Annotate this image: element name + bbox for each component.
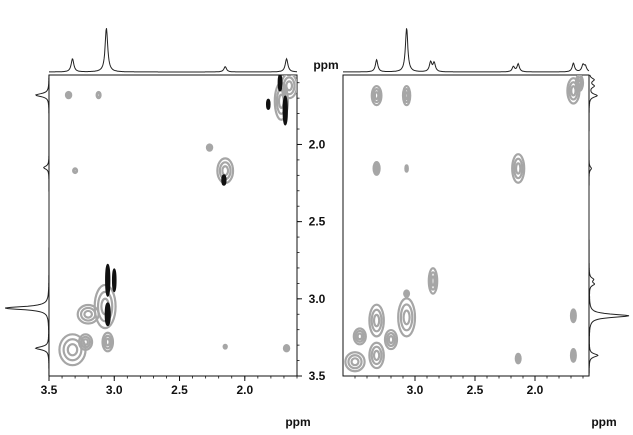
right-positive-contour-8: [403, 289, 411, 298]
left-negative-contour-5: [111, 268, 117, 293]
left-positive-contour-10: [77, 333, 94, 351]
right-positive-contour-16: [569, 347, 577, 363]
left-negative-contour-6: [104, 302, 111, 327]
right-positive-contour-7: [427, 267, 439, 295]
left-y-tick-label: 3.0: [309, 292, 326, 306]
right-x-tick-label: 2.0: [527, 383, 544, 397]
right-x-axis-ticks: 3.0 2.5 2.0: [354, 376, 584, 397]
right-contour-map: [344, 75, 585, 373]
left-y-tick-label: 3.5: [309, 369, 326, 383]
left-negative-contour-4: [105, 263, 111, 297]
left-positive-contour-1: [95, 90, 102, 100]
right-positive-contour-4: [511, 153, 526, 184]
left-positive-contour-5: [205, 143, 214, 152]
right-x-tick-label: 3.0: [407, 383, 424, 397]
left-positive-contour-6: [72, 167, 79, 175]
right-top-projection: [343, 28, 590, 73]
right-positive-contour-0: [370, 84, 383, 107]
right-positive-contour-15: [569, 308, 577, 324]
right-side-projection: [588, 74, 630, 376]
left-positive-contour-11: [101, 331, 115, 353]
right-positive-contour-1: [401, 84, 412, 107]
left-x-tick-label: 3.0: [106, 383, 123, 397]
right-y-axis-unit: ppm: [313, 58, 338, 72]
right-positive-contour-13: [344, 351, 366, 373]
right-spectrum-panel: 3.0 2.5 2.0 ppm ppm: [313, 28, 630, 429]
right-positive-contour-17: [514, 352, 522, 365]
left-top-projection: [49, 28, 297, 73]
right-positive-contour-3: [574, 75, 585, 92]
right-positive-contour-12: [368, 341, 385, 370]
left-negative-contour-3: [221, 174, 227, 186]
left-spectrum-panel: 3.5 3.0 2.5 2.0 2.0 2.5 3.0 3.5 ppm: [4, 28, 326, 429]
left-y-axis-ticks: 2.0 2.5 3.0 3.5: [297, 82, 326, 383]
left-positive-contour-13: [282, 344, 291, 353]
right-plot-frame: [342, 74, 590, 377]
left-positive-contour-2: [280, 75, 297, 100]
left-x-tick-label: 2.5: [171, 383, 188, 397]
left-y-tick-label: 2.0: [309, 137, 326, 151]
left-x-tick-label: 2.0: [236, 383, 253, 397]
left-x-tick-label: 3.5: [41, 383, 58, 397]
left-negative-contour-2: [265, 98, 271, 111]
left-negative-contour-0: [277, 75, 283, 92]
left-x-axis-ticks: 3.5 3.0 2.5 2.0: [41, 376, 298, 397]
right-positive-contour-10: [368, 303, 385, 338]
right-x-axis-unit: ppm: [591, 415, 616, 429]
right-positive-contour-6: [404, 164, 409, 173]
left-side-projection: [4, 75, 50, 376]
left-negative-contour-1: [282, 95, 288, 126]
left-y-tick-label: 2.5: [309, 215, 326, 229]
right-positive-contour-5: [372, 161, 381, 176]
left-plot-frame: [48, 74, 298, 377]
right-positive-contour-14: [383, 328, 399, 351]
left-contour-map: [58, 75, 297, 367]
right-positive-contour-11: [352, 327, 367, 346]
right-x-tick-label: 2.5: [467, 383, 484, 397]
left-positive-contour-12: [222, 343, 228, 350]
right-positive-contour-9: [397, 297, 417, 338]
left-x-axis-unit: ppm: [285, 415, 310, 429]
left-positive-contour-0: [64, 90, 73, 100]
left-positive-contour-8: [76, 303, 100, 325]
left-positive-contour-7: [93, 283, 117, 330]
